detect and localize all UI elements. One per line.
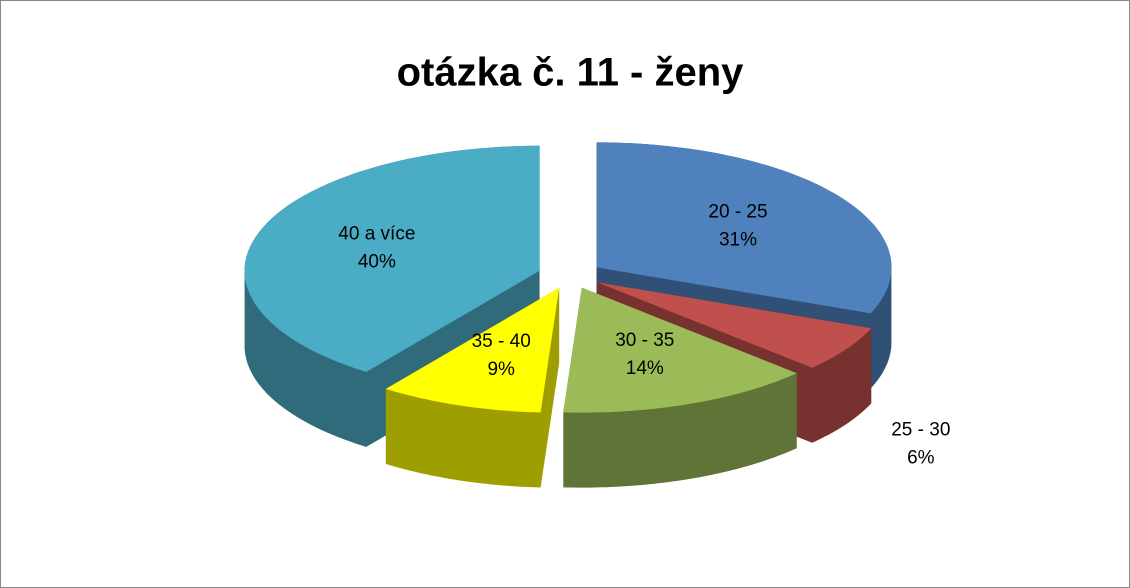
data-label-value: 31%: [719, 230, 757, 251]
data-label-value: 40%: [358, 251, 396, 272]
data-label-category: 35 - 40: [472, 331, 531, 352]
data-label-value: 14%: [626, 358, 664, 379]
slice: [596, 142, 892, 314]
slice: [563, 287, 797, 413]
chart-title: otázka č. 11 - ženy: [397, 51, 745, 95]
data-label-category: 30 - 35: [615, 330, 674, 351]
slice: [385, 287, 560, 413]
data-label-value: 9%: [487, 359, 515, 380]
data-label-category: 25 - 30: [891, 419, 950, 440]
data-label-value: 6%: [907, 447, 935, 468]
slice: [244, 145, 540, 372]
data-label-category: 20 - 25: [708, 202, 767, 223]
data-label-category: 40 a více: [338, 223, 415, 244]
slice: [597, 282, 872, 368]
